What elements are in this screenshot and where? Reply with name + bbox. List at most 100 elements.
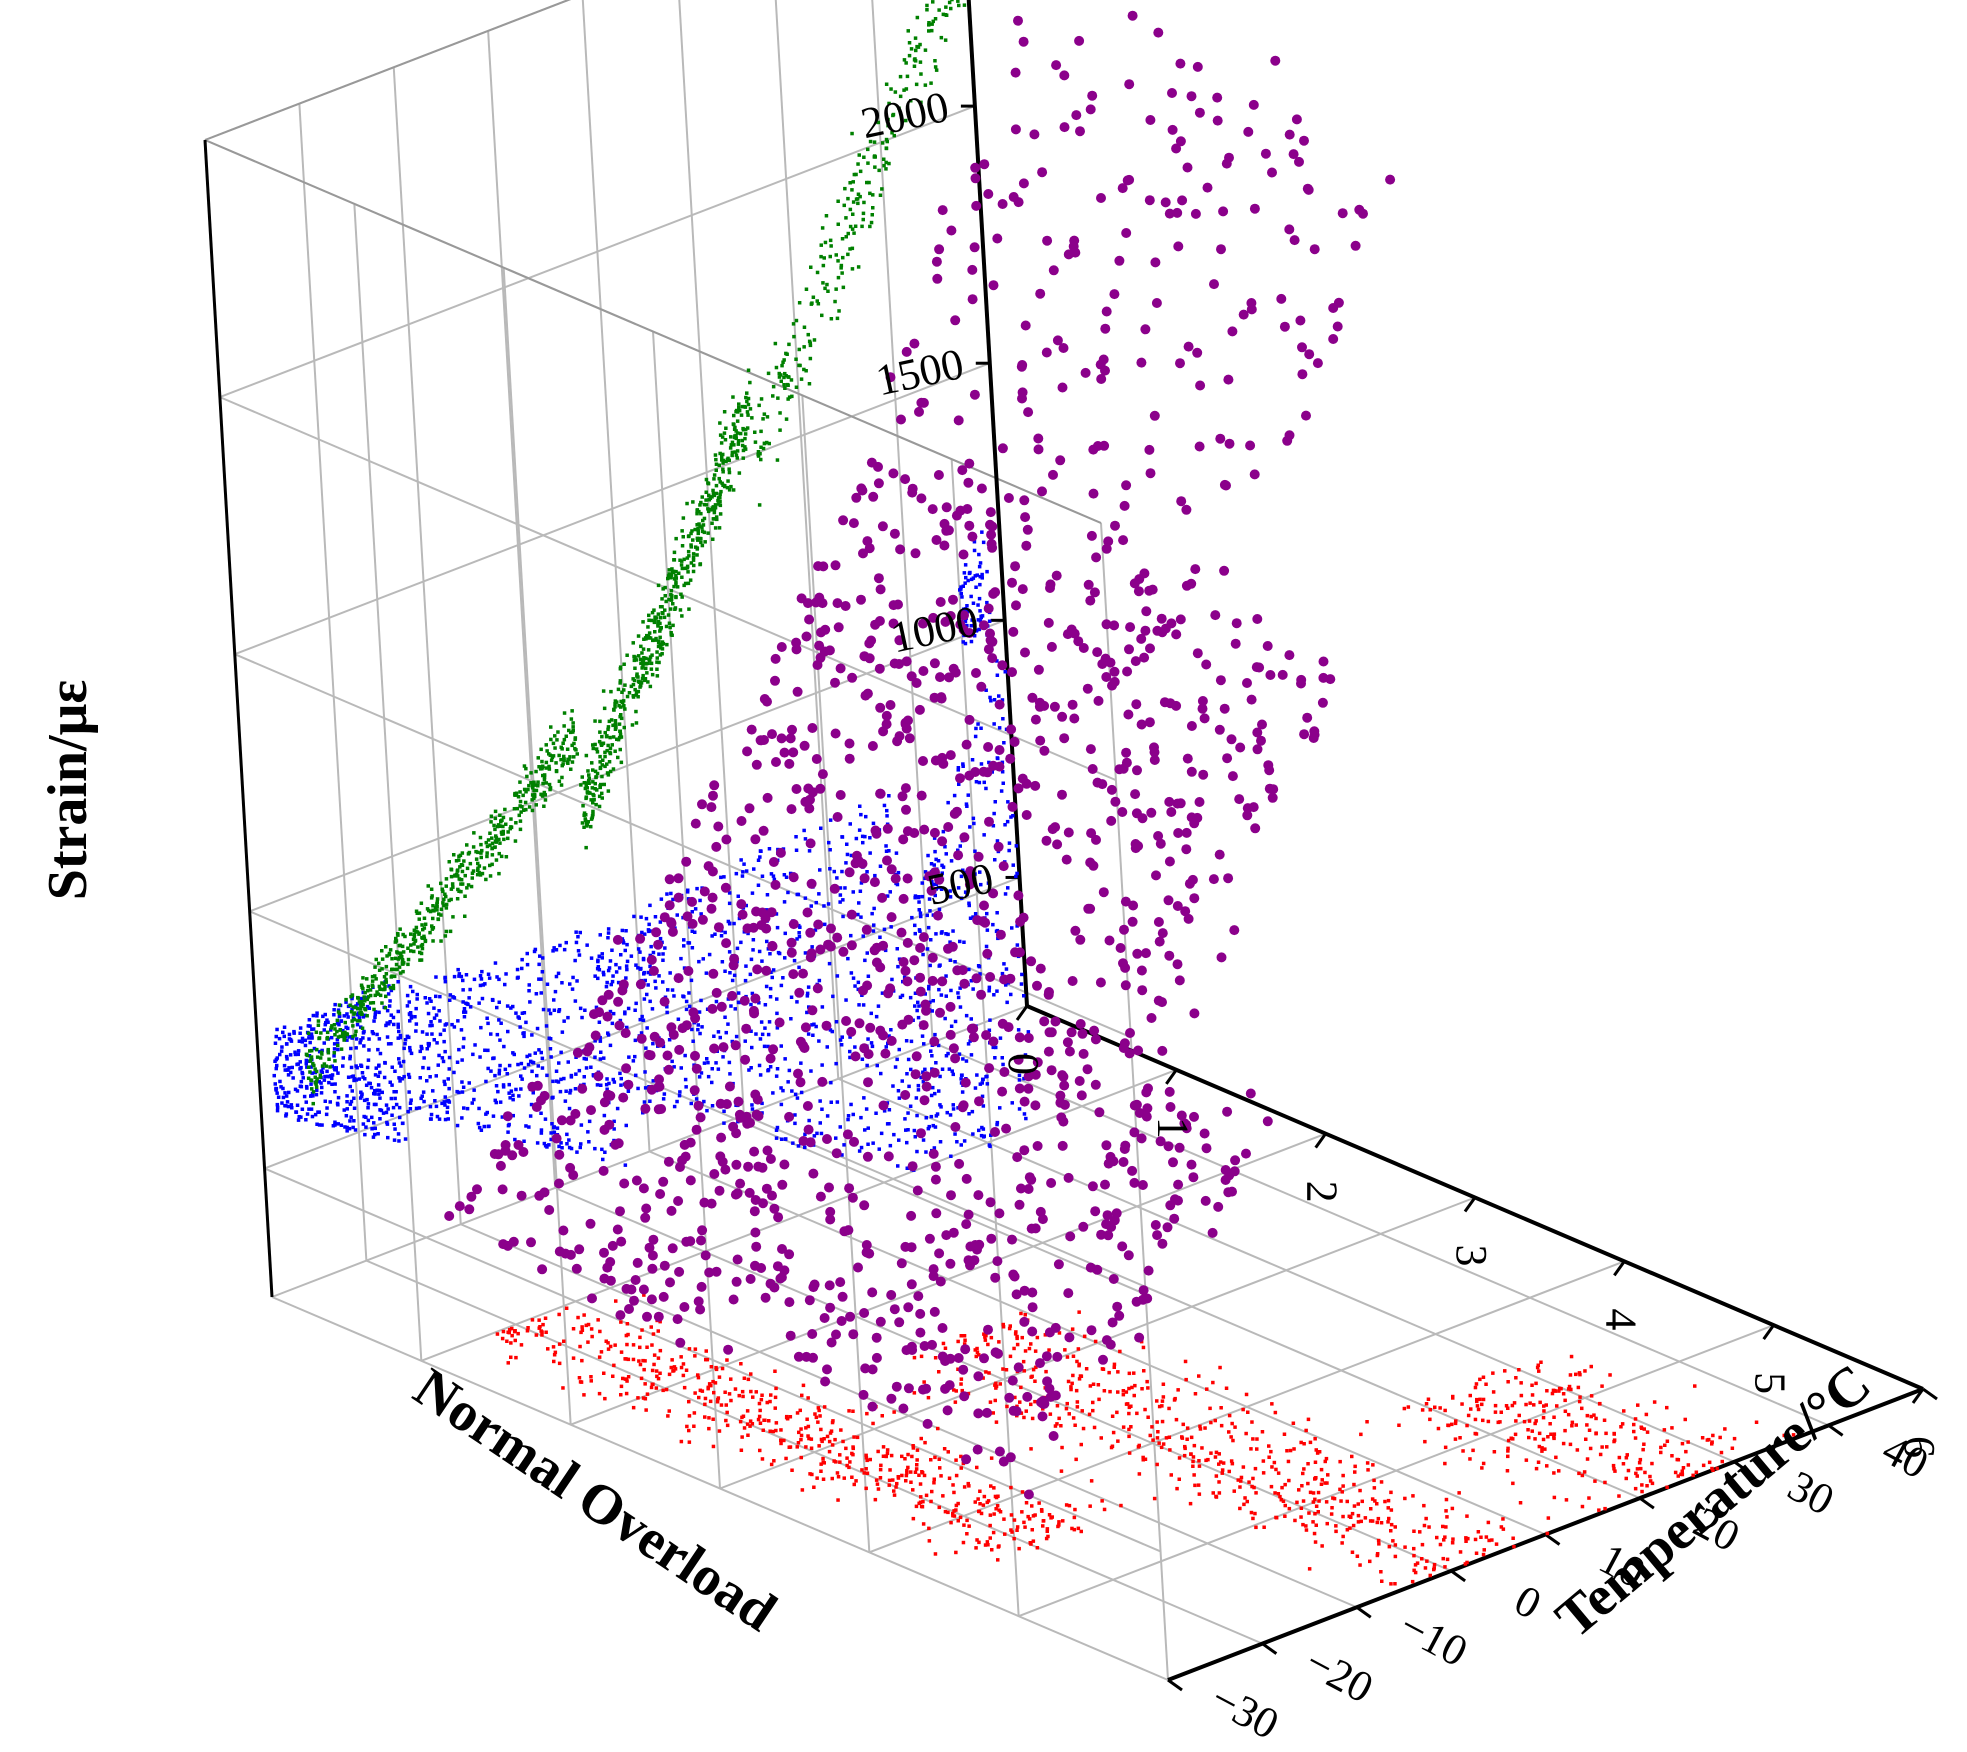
data-point (738, 431, 743, 436)
data-point (1022, 1112, 1027, 1116)
data-point (1593, 1479, 1597, 1483)
data-point (311, 1101, 315, 1106)
data-point (1057, 1520, 1061, 1524)
data-point (905, 1468, 909, 1473)
data-point (771, 874, 776, 878)
data-point (540, 970, 545, 974)
data-point (857, 1003, 861, 1007)
data-point (846, 196, 850, 201)
data-point (560, 775, 564, 780)
data-point (677, 1093, 682, 1098)
data-point (545, 1073, 549, 1078)
data-point (1355, 1554, 1360, 1558)
data-point (617, 966, 622, 970)
data-point (797, 931, 801, 935)
data-point (493, 809, 498, 814)
data-point (952, 1509, 956, 1513)
data-point (307, 1065, 311, 1069)
data-point (670, 1358, 674, 1362)
data-point (442, 897, 446, 902)
data-point (305, 1112, 310, 1116)
data-point (984, 1370, 988, 1374)
data-point (675, 1337, 686, 1348)
data-point (697, 1010, 702, 1014)
data-point (1480, 1466, 1484, 1470)
data-point (927, 1539, 932, 1543)
data-point (997, 726, 1002, 730)
data-point (1686, 1463, 1691, 1467)
data-point (741, 870, 745, 874)
data-point (698, 898, 702, 903)
data-point (548, 1047, 553, 1051)
data-point (868, 836, 872, 840)
data-point (973, 574, 977, 578)
data-point (618, 1018, 623, 1023)
data-point (714, 999, 719, 1004)
data-point (673, 973, 684, 984)
data-point (638, 657, 643, 662)
data-point (570, 709, 574, 713)
data-point (346, 1015, 350, 1019)
data-point (1320, 1544, 1324, 1548)
data-point (795, 1445, 799, 1449)
data-point (461, 1085, 466, 1089)
data-point (746, 402, 751, 407)
data-point (598, 766, 603, 771)
data-point (421, 1090, 426, 1094)
data-point (634, 1001, 638, 1006)
data-point (992, 698, 997, 702)
data-point (943, 1346, 948, 1350)
data-point (657, 639, 661, 643)
data-point (384, 1103, 389, 1107)
data-point (1143, 1457, 1148, 1461)
data-point (518, 827, 523, 832)
data-point (659, 912, 670, 923)
data-point (839, 263, 844, 268)
data-point (1064, 1406, 1069, 1411)
data-point (793, 1121, 797, 1126)
data-point (521, 1031, 525, 1036)
data-point (582, 1313, 586, 1317)
data-point (479, 842, 483, 847)
x-tick (1613, 1260, 1626, 1277)
data-point (1569, 1387, 1573, 1392)
data-point (743, 447, 748, 451)
data-point (1191, 1455, 1196, 1459)
data-point (591, 801, 595, 805)
data-point (954, 1503, 959, 1508)
data-point (700, 529, 705, 534)
data-point (643, 1397, 648, 1401)
data-point (449, 868, 454, 872)
data-point (336, 1122, 340, 1126)
left-wall-gridline (219, 396, 1117, 782)
data-point (621, 941, 626, 945)
data-point (717, 1375, 722, 1379)
data-point (973, 1190, 984, 1201)
data-point (674, 595, 678, 600)
data-point (825, 1434, 830, 1439)
data-point (941, 829, 946, 834)
data-point (859, 881, 864, 885)
data-point (623, 707, 627, 711)
data-point (422, 934, 426, 939)
data-point (495, 1005, 499, 1010)
data-point (1057, 1331, 1062, 1335)
data-point (758, 1448, 762, 1453)
data-point (623, 1163, 628, 1167)
data-point (996, 1545, 1001, 1549)
data-point (714, 491, 719, 496)
data-point (1191, 1464, 1195, 1468)
data-point (524, 1020, 528, 1025)
data-point (734, 1034, 739, 1039)
data-point (570, 987, 575, 991)
data-point (397, 1061, 402, 1065)
data-point (977, 1353, 981, 1357)
data-point (658, 615, 663, 620)
data-point (524, 807, 528, 812)
data-point (1308, 1490, 1313, 1495)
data-point (1680, 1472, 1685, 1477)
data-point (574, 930, 578, 934)
data-point (472, 977, 477, 982)
data-point (1221, 1461, 1226, 1465)
data-point (1450, 1506, 1455, 1511)
